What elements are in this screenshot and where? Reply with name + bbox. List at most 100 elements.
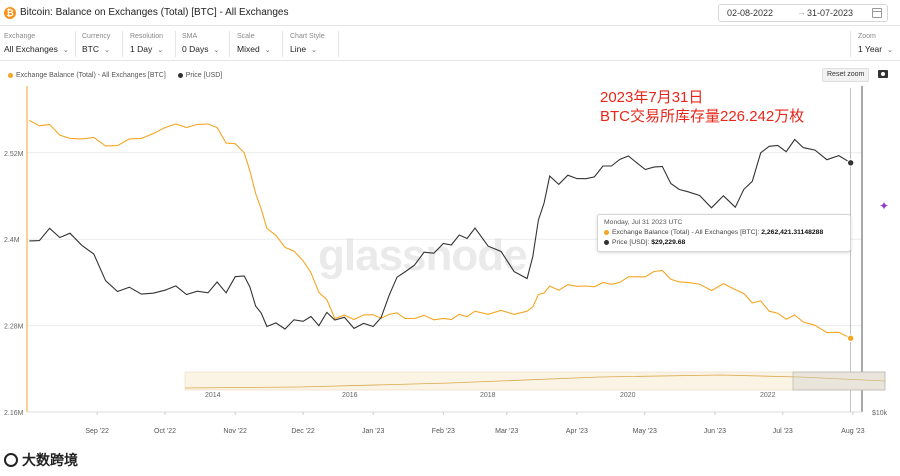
exchange-select[interactable]: Exchange All Exchanges ⌄ [4,32,69,58]
sma-select[interactable]: SMA 0 Days ⌄ [182,32,219,58]
legend-item-price[interactable]: Price [USD] [177,72,223,79]
navigator-window [792,371,886,391]
navigator-tick-label: 2018 [480,392,496,399]
chart-legend: Exchange Balance (Total) - All Exchanges… [8,72,232,79]
tooltip-date: Monday, Jul 31 2023 UTC [604,219,683,226]
chart-annotation: 2023年7月31日 BTC交易所库存量226.242万枚 [600,88,804,126]
bitcoin-icon: ₿ [4,7,16,19]
balance-line [29,119,851,339]
date-from[interactable]: 02-08-2022 [727,8,774,18]
x-tick-label: May '23 [633,428,657,435]
x-tick-label: Feb '23 [432,428,455,435]
legend-dot [8,72,13,78]
arrow-right-icon: → [797,7,806,17]
legend-dot [604,239,609,245]
legend-label: Price [USD] [185,72,223,79]
chevron-down-icon: ⌄ [62,47,69,54]
chevron-down-icon: ⌄ [104,47,110,54]
control-value: Line [290,44,307,54]
control-value: Mixed [237,44,260,54]
brand-logo: 大数跨境 [4,450,78,470]
control-label: SMA [182,33,198,40]
chart-labels: 2.52M 2.4M 2.28M 2.16M $10k Sep '22 Oct '22 Nov… [4,151,888,435]
chart-svg: glassnode 2.52M 2.4M 2.28M 2.16M $10k Sep '22… [4,86,888,435]
control-label: Resolution [130,33,164,40]
y-tick-label: 2.52M [4,151,24,158]
divider [338,31,339,57]
x-tick-label: Oct '22 [154,428,176,435]
y2-tick-label: $10k [872,410,888,417]
navigator-tick-label: 2020 [620,392,636,399]
navigator-tick-label: 2014 [205,392,221,399]
control-label: Exchange [4,33,36,40]
control-value: 1 Day [130,44,153,54]
controls-bar: Exchange All Exchanges ⌄ Currency BTC ⌄ Re… [0,27,900,61]
calendar-icon[interactable] [872,8,882,18]
chevron-down-icon: ⌄ [157,47,164,54]
x-tick-label: Jul '23 [773,428,793,435]
legend-dot [604,229,609,235]
chevron-down-icon: ⌄ [213,47,220,54]
chevron-down-icon: ⌄ [264,47,271,54]
price-end-point [846,159,855,167]
y-tick-label: 2.28M [4,324,24,331]
chart-lines [29,119,855,342]
divider [122,31,123,57]
price-line [29,138,851,330]
zoom-select[interactable]: Zoom 1 Year ⌄ [858,32,893,58]
control-value: 0 Days [182,44,209,54]
tooltip-balance-value: 2,262,421.31148288 [761,229,824,236]
chart-navigator [184,371,886,391]
control-label: Currency [82,33,111,40]
divider [850,31,851,57]
tooltip-balance-label: Exchange Balance (Total) - All Exchanges… [612,229,760,236]
reset-zoom-button[interactable]: Reset zoom [822,68,870,82]
navigator-bar: 大数跨境 [0,444,900,476]
x-tick-label: Apr '23 [566,428,588,435]
chart-tooltip: Monday, Jul 31 2023 UTC Exchange Balance… [597,214,851,252]
navigator-tick-label: 2016 [342,392,358,399]
control-label: Scale [237,33,255,40]
control-label: Chart Style [290,33,325,40]
camera-icon[interactable] [878,70,888,78]
sparkle-icon[interactable]: ✦ [878,199,890,213]
control-value: 1 Year [858,44,883,54]
chevron-down-icon: ⌄ [311,47,317,54]
tooltip-price-label: Price [USD]: [612,239,650,246]
brand-text: 大数跨境 [22,452,78,468]
legend-dot [177,72,183,78]
control-label: Zoom [858,33,876,40]
page-title: Bitcoin: Balance on Exchanges (Total) [B… [20,7,289,18]
x-tick-label: Mar '23 [495,428,518,435]
date-range-picker[interactable]: 02-08-2022 → 31-07-2023 [718,4,888,22]
tooltip-price-row: Price [USD]: $29,229.68 [604,238,844,248]
chevron-down-icon: ⌄ [887,47,893,54]
divider [175,31,176,57]
chart-style-select[interactable]: Chart Style Line ⌄ [290,32,325,58]
y-tick-label: 2.4M [4,237,20,244]
balance-end-point [846,334,855,342]
control-value: BTC [82,44,99,54]
currency-select[interactable]: Currency BTC ⌄ [82,32,110,58]
navigator-series [184,374,886,389]
watermark: glassnode [318,231,527,280]
resolution-select[interactable]: Resolution 1 Day ⌄ [130,32,163,58]
x-tick-label: Sep '22 [85,428,109,435]
annotation-date: 2023年7月31日 [600,89,704,106]
tooltip-balance-row: Exchange Balance (Total) - All Exchanges… [604,228,844,238]
control-value: All Exchanges [4,44,58,54]
header-bar: ₿ Bitcoin: Balance on Exchanges (Total) … [0,0,900,26]
legend-label: Exchange Balance (Total) - All Exchanges… [16,72,166,79]
annotation-text: BTC交易所库存量226.242万枚 [600,108,805,125]
y-tick-label: 2.16M [4,410,24,417]
x-tick-label: Jan '23 [362,428,384,435]
scale-select[interactable]: Scale Mixed ⌄ [237,32,271,58]
x-tick-label: Aug '23 [841,428,865,435]
legend-item-balance[interactable]: Exchange Balance (Total) - All Exchanges… [8,72,166,79]
navigator-tick-label: 2022 [760,392,776,399]
x-tick-label: Nov '22 [223,428,247,435]
tooltip-price-value: $29,229.68 [651,239,686,246]
date-to[interactable]: 31-07-2023 [807,8,854,18]
chart-axes [26,86,863,415]
brand-icon [4,453,18,467]
